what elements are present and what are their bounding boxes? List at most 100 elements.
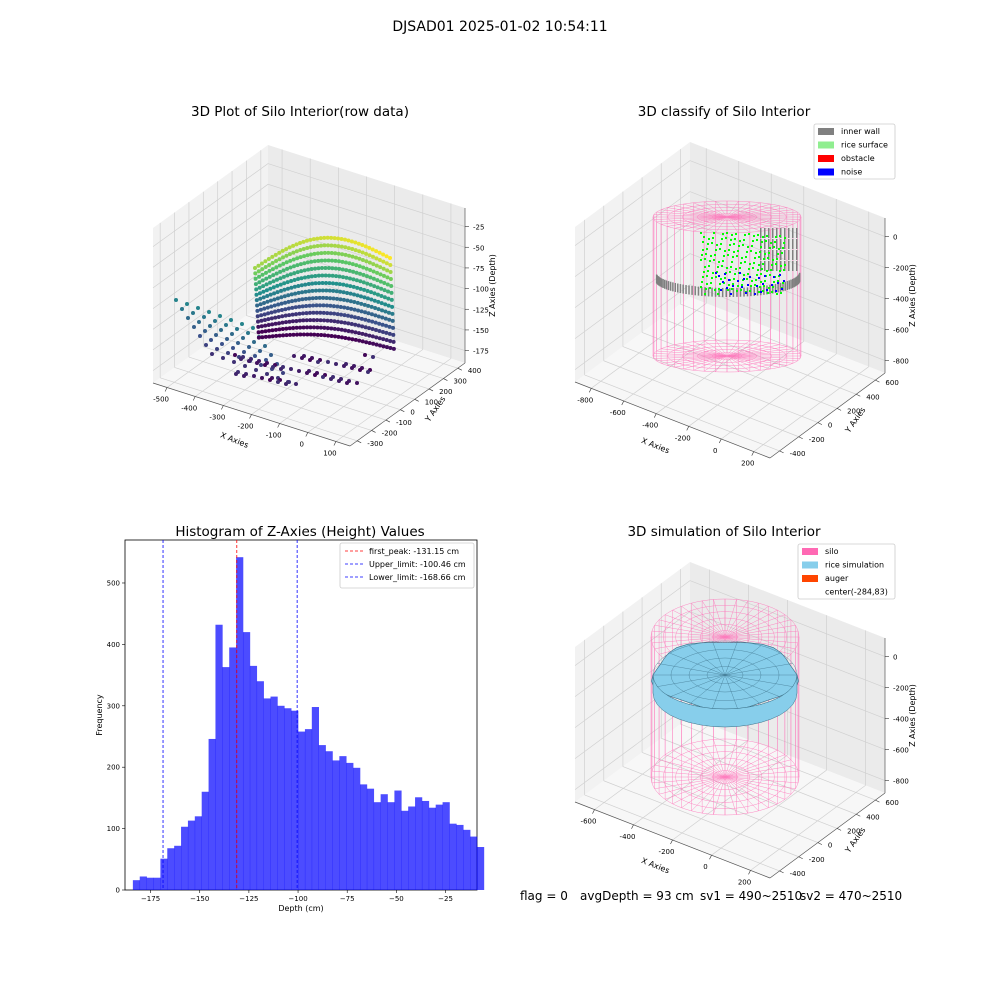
rice-surface-point [760,273,762,275]
y-tick-label: 200 [107,764,120,772]
rice-surface-point [724,277,726,279]
raw-point [338,297,343,302]
raw-point [261,284,266,289]
histogram-bar [373,802,381,890]
rice-surface-point [751,245,753,247]
noise-point [745,292,747,294]
raw-point [367,245,372,250]
histogram-xlabel: Depth (cm) [278,904,323,913]
raw-point [291,264,296,269]
raw-point [263,259,268,264]
inner-wall-point [739,287,742,297]
z-tick-label: -800 [893,778,909,786]
rice-surface-point [757,269,759,271]
raw-point [325,326,330,331]
raw-point [254,287,259,292]
raw-points [174,235,396,386]
floor-grid-y [680,303,876,381]
raw-point [306,282,311,287]
raw-point [332,326,337,331]
raw-point [336,236,341,241]
rice-surface-point [755,279,757,281]
raw-point [273,321,278,326]
rice-surface-point [744,234,746,236]
y-tick-label: 600 [885,379,898,387]
raw-point [327,288,332,293]
raw-point [239,357,243,361]
legend-swatch [802,575,818,582]
raw-point [340,252,345,257]
raw-point [288,265,293,270]
raw-point [329,251,334,256]
raw-point [334,289,339,294]
noise-point [726,287,728,289]
raw-point [352,292,357,297]
rice-surface-point [777,253,779,255]
raw-point [391,339,396,344]
raw-point [312,244,317,249]
inner-wall-point [685,285,687,295]
x-tick [621,400,625,406]
histogram-bar [139,876,147,890]
wall-grid-z [574,284,886,370]
raw-point [364,251,369,256]
histogram-bar [353,767,361,890]
raw-point [263,344,267,348]
raw-point [373,313,378,318]
raw-point [283,300,288,305]
x-tick [748,870,751,875]
silo-bottom-ring [675,751,775,803]
raw-point [308,237,313,242]
raw-point [335,312,340,317]
z-axis-label: Z Axies (Depth) [908,264,917,327]
rice-surface-point [765,240,767,242]
raw-point [260,272,265,277]
raw-point [331,288,336,293]
left-pane [153,145,268,383]
wall-grid-z [152,225,466,309]
raw-point [315,236,320,241]
raw-point [260,376,264,380]
raw-point [325,318,330,323]
inner-wall-point [784,250,786,260]
silo-bottom-spoke [726,353,801,357]
histogram-bar [222,667,230,890]
rice-surface-point [751,280,753,282]
x-tick-label: 0 [300,441,304,449]
inner-wall-point [776,228,778,238]
raw-point [301,239,306,244]
floor-grid-y [661,317,857,395]
raw-point [383,309,388,314]
raw-point [345,381,349,385]
rice-surface-point [773,246,775,248]
y-tick [779,870,784,874]
inner-wall-point [669,281,672,291]
inner-wall-point [674,282,677,292]
raw-point [390,318,395,323]
noise-point [779,274,781,276]
raw-point [258,296,263,301]
histogram-bar [167,848,175,890]
rice-surface-point [758,256,760,258]
raw-point [353,337,358,342]
noise-point [783,280,785,282]
raw-point [263,270,268,275]
rice-surface-point [711,242,713,244]
raw-point [262,317,267,322]
wall-grid-z [574,160,886,246]
legend-label: rice surface [841,141,888,150]
raw-point [297,311,302,316]
y-tick-label: 500 [107,579,120,587]
histogram-bar [394,790,402,890]
x-tick-label: -800 [577,396,593,404]
x-axis-label: X Axies [640,856,671,875]
x-tick-label: 0 [703,863,707,871]
silo-top-spoke [726,216,771,231]
rice-surface-point [718,261,720,263]
raw-point [313,373,317,377]
inner-wall-point [707,287,710,297]
x-tick [277,423,280,428]
silo-top-spoke [715,201,728,218]
silo-top-ring [682,207,772,227]
raw-point [264,288,269,293]
